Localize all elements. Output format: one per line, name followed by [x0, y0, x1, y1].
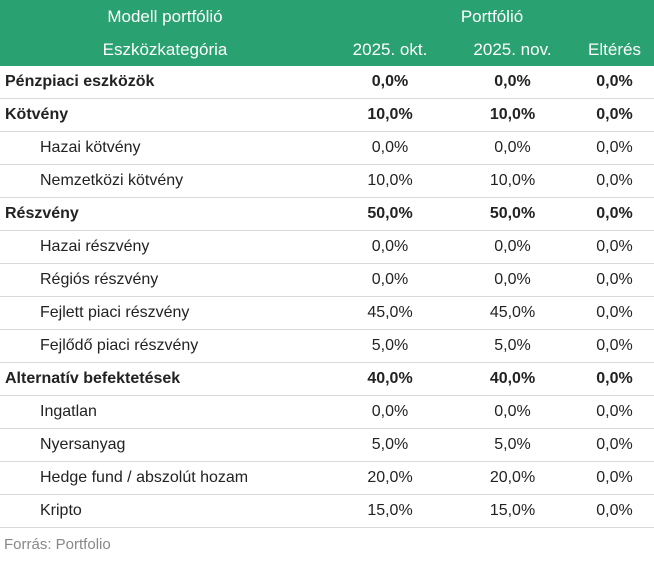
row-label: Hedge fund / abszolút hozam: [0, 461, 330, 495]
value-cell: 0,0%: [450, 395, 575, 429]
value-cell: 10,0%: [330, 98, 450, 132]
row-label: Alternatív befektetések: [0, 362, 330, 396]
table-row: Kötvény 10,0% 10,0% 0,0%: [0, 98, 654, 132]
source-note: Forrás: Portfolio: [4, 536, 111, 553]
header-cell: Portfólió: [330, 0, 654, 33]
value-cell: 5,0%: [330, 329, 450, 363]
portfolio-table: Modell portfólió Portfólió Eszközkategór…: [0, 0, 654, 528]
value-cell: 0,0%: [450, 230, 575, 264]
value-cell: 5,0%: [450, 329, 575, 363]
table-row: Fejlődő piaci részvény 5,0% 5,0% 0,0%: [0, 329, 654, 363]
table-row: Régiós részvény 0,0% 0,0% 0,0%: [0, 263, 654, 297]
table-row: Alternatív befektetések 40,0% 40,0% 0,0%: [0, 362, 654, 396]
header-cell: 2025. nov.: [450, 33, 575, 66]
value-cell: 0,0%: [450, 131, 575, 165]
table-header: Modell portfólió Portfólió Eszközkategór…: [0, 0, 654, 66]
table-row: Ingatlan 0,0% 0,0% 0,0%: [0, 395, 654, 429]
value-cell: 0,0%: [330, 131, 450, 165]
value-cell: 10,0%: [450, 164, 575, 198]
header-cell: Eszközkategória: [0, 33, 330, 66]
row-label: Hazai részvény: [0, 230, 330, 264]
table-row: Nyersanyag 5,0% 5,0% 0,0%: [0, 428, 654, 462]
value-cell: 0,0%: [575, 66, 654, 99]
value-cell: 0,0%: [330, 66, 450, 99]
row-label: Fejlett piaci részvény: [0, 296, 330, 330]
value-cell: 0,0%: [330, 263, 450, 297]
value-cell: 0,0%: [575, 164, 654, 198]
row-label: Kötvény: [0, 98, 330, 132]
value-cell: 0,0%: [575, 461, 654, 495]
table-row: Nemzetközi kötvény 10,0% 10,0% 0,0%: [0, 164, 654, 198]
row-label: Nemzetközi kötvény: [0, 164, 330, 198]
value-cell: 0,0%: [575, 98, 654, 132]
table-row: Fejlett piaci részvény 45,0% 45,0% 0,0%: [0, 296, 654, 330]
value-cell: 10,0%: [450, 98, 575, 132]
row-label: Régiós részvény: [0, 263, 330, 297]
value-cell: 0,0%: [575, 395, 654, 429]
table-row: Kripto 15,0% 15,0% 0,0%: [0, 494, 654, 528]
row-label: Ingatlan: [0, 395, 330, 429]
value-cell: 50,0%: [330, 197, 450, 231]
value-cell: 0,0%: [450, 263, 575, 297]
value-cell: 5,0%: [330, 428, 450, 462]
value-cell: 0,0%: [575, 362, 654, 396]
row-label: Fejlődő piaci részvény: [0, 329, 330, 363]
row-label: Pénzpiaci eszközök: [0, 66, 330, 99]
value-cell: 45,0%: [330, 296, 450, 330]
value-cell: 0,0%: [575, 197, 654, 231]
value-cell: 0,0%: [450, 66, 575, 99]
row-label: Hazai kötvény: [0, 131, 330, 165]
value-cell: 20,0%: [330, 461, 450, 495]
value-cell: 0,0%: [575, 131, 654, 165]
value-cell: 0,0%: [575, 296, 654, 330]
value-cell: 0,0%: [330, 230, 450, 264]
value-cell: 0,0%: [575, 428, 654, 462]
table-body: Pénzpiaci eszközök 0,0% 0,0% 0,0% Kötvény 10,…: [0, 66, 654, 528]
table-row: Pénzpiaci eszközök 0,0% 0,0% 0,0%: [0, 66, 654, 99]
value-cell: 15,0%: [450, 494, 575, 528]
value-cell: 0,0%: [575, 230, 654, 264]
header-cell: Eltérés: [575, 33, 654, 66]
value-cell: 20,0%: [450, 461, 575, 495]
header-cell: Modell portfólió: [0, 0, 330, 33]
value-cell: 0,0%: [330, 395, 450, 429]
header-row: Eszközkategória 2025. okt. 2025. nov. El…: [0, 33, 654, 66]
table-row: Részvény 50,0% 50,0% 0,0%: [0, 197, 654, 231]
value-cell: 0,0%: [575, 263, 654, 297]
value-cell: 15,0%: [330, 494, 450, 528]
table-row: Hedge fund / abszolút hozam 20,0% 20,0% 0,0…: [0, 461, 654, 495]
value-cell: 10,0%: [330, 164, 450, 198]
row-label: Részvény: [0, 197, 330, 231]
value-cell: 0,0%: [575, 329, 654, 363]
value-cell: 40,0%: [450, 362, 575, 396]
value-cell: 5,0%: [450, 428, 575, 462]
header-cell: 2025. okt.: [330, 33, 450, 66]
table-row: Hazai részvény 0,0% 0,0% 0,0%: [0, 230, 654, 264]
row-label: Nyersanyag: [0, 428, 330, 462]
value-cell: 45,0%: [450, 296, 575, 330]
header-row: Modell portfólió Portfólió: [0, 0, 654, 33]
row-label: Kripto: [0, 494, 330, 528]
value-cell: 50,0%: [450, 197, 575, 231]
value-cell: 40,0%: [330, 362, 450, 396]
value-cell: 0,0%: [575, 494, 654, 528]
table-row: Hazai kötvény 0,0% 0,0% 0,0%: [0, 131, 654, 165]
